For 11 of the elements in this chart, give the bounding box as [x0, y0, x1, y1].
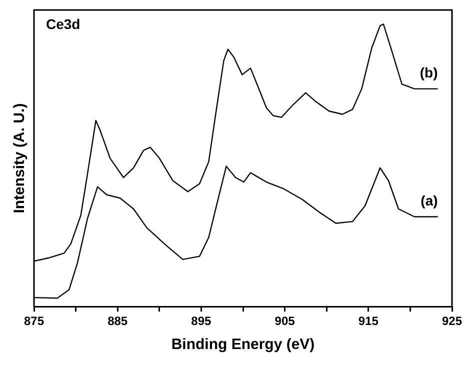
x-tick-label: 885: [108, 314, 128, 328]
x-tick-label: 895: [191, 314, 212, 328]
annotation: Ce3d: [46, 16, 80, 32]
series-label: (a): [420, 192, 438, 209]
y-axis-title: Intensity (A. U.): [11, 103, 28, 214]
x-tick-label: 875: [24, 314, 44, 328]
x-axis-title: Binding Energy (eV): [171, 336, 315, 354]
series-label: (b): [420, 64, 438, 81]
x-tick-label: 905: [274, 314, 296, 328]
x-tick-label: 915: [358, 314, 379, 328]
x-tick-label: 925: [442, 314, 462, 328]
